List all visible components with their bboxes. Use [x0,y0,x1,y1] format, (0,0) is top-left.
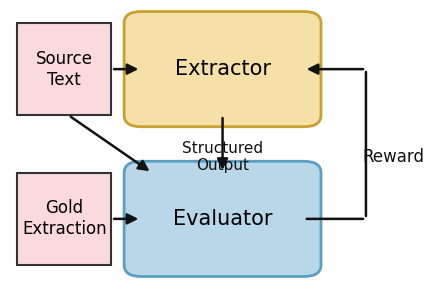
Text: Gold
Extraction: Gold Extraction [22,200,107,238]
FancyBboxPatch shape [124,12,321,127]
FancyBboxPatch shape [124,161,321,276]
FancyBboxPatch shape [17,23,111,115]
Text: Structured
Output: Structured Output [182,141,263,173]
Text: Extractor: Extractor [175,59,270,79]
Text: Source
Text: Source Text [36,50,93,88]
Text: Reward: Reward [363,148,425,166]
FancyBboxPatch shape [17,173,111,265]
Text: Evaluator: Evaluator [173,209,272,229]
